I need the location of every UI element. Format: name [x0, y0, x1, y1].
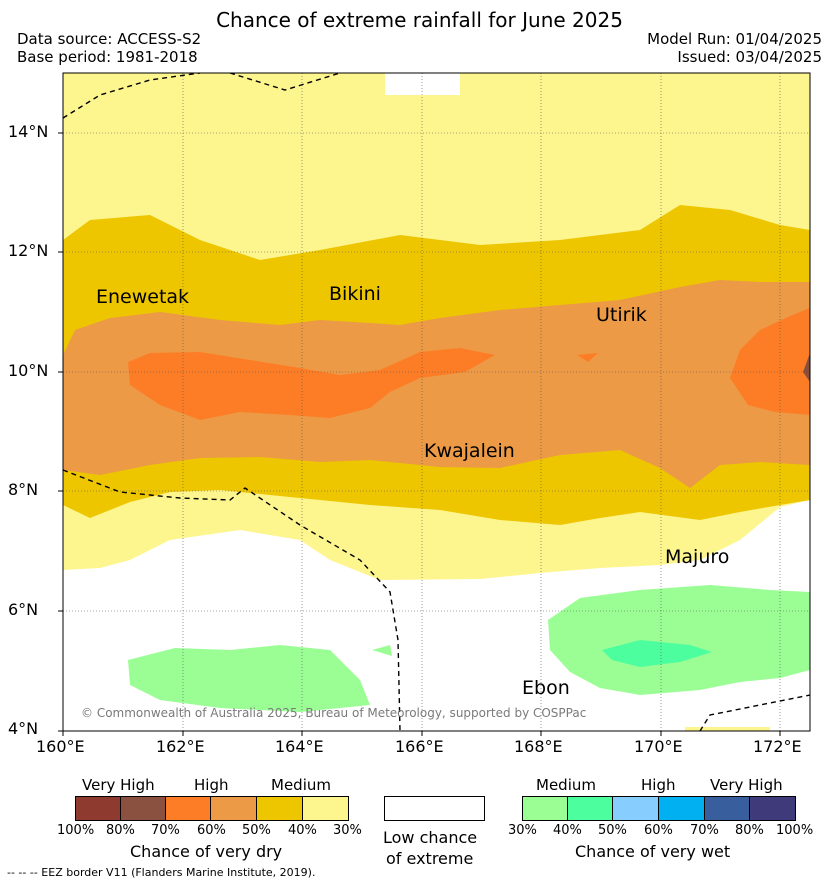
- issued-label: Issued: 03/04/2025: [677, 48, 822, 66]
- wet-medium-spot: [372, 645, 392, 656]
- legend-low-chance-swatch: [384, 796, 485, 821]
- legend-wet-very-high: Very High: [710, 776, 783, 794]
- lat-tick-8: 8°N: [8, 480, 39, 499]
- lon-tick-172: 172°E: [753, 737, 802, 756]
- legend-wet-swatch-60-70: [658, 796, 705, 821]
- legend-dry-swatch-80-70: [120, 796, 166, 821]
- legend-dry-colorbar: [75, 796, 349, 821]
- place-utirik: Utirik: [596, 304, 647, 326]
- place-kwajalein: Kwajalein: [424, 440, 515, 462]
- place-majuro: Majuro: [665, 546, 730, 568]
- legend-wet-pct-60: 60%: [644, 823, 673, 838]
- lon-tick-162: 162°E: [156, 737, 205, 756]
- legend-dry-swatch-40-30: [302, 796, 349, 821]
- legend-wet-caption: Chance of very wet: [575, 842, 731, 861]
- wet-medium-region-east: [548, 585, 810, 695]
- legend-wet-swatch-50-60: [612, 796, 659, 821]
- legend-dry-very-high: Very High: [82, 776, 155, 794]
- map-frame: [62, 72, 811, 732]
- legend-wet-pct-40: 40%: [553, 823, 582, 838]
- legend-dry-high: High: [194, 776, 229, 794]
- legend-dry-pct-100: 100%: [57, 823, 95, 838]
- legend-dry-pct-60: 60%: [197, 823, 226, 838]
- lon-tick-164: 164°E: [275, 737, 324, 756]
- legend-wet-pct-80: 80%: [735, 823, 764, 838]
- dry-very-high-spot: [803, 353, 810, 382]
- copyright-notice: © Commonwealth of Australia 2025, Bureau…: [81, 706, 587, 720]
- legend-low-chance-line2: of extreme: [386, 849, 474, 868]
- legend-dry-pct-50: 50%: [242, 823, 271, 838]
- low-chance-notch: [385, 73, 460, 95]
- legend-dry-medium: Medium: [271, 776, 331, 794]
- legend-dry-swatch-70-60: [165, 796, 211, 821]
- place-bikini: Bikini: [329, 283, 381, 305]
- dry-high-core-spot: [577, 353, 598, 362]
- lat-tick-4: 4°N: [8, 719, 39, 738]
- legend-wet-swatch-80-100: [749, 796, 796, 821]
- eez-border: [63, 73, 810, 731]
- wet-medium-core-region: [602, 640, 712, 667]
- dry-high-core-region: [128, 348, 495, 420]
- legend-wet-swatch-40-50: [567, 796, 613, 821]
- model-run-label: Model Run: 01/04/2025: [647, 30, 822, 48]
- legend-dry-swatch-50-40: [256, 796, 303, 821]
- data-source-label: Data source: ACCESS-S2: [17, 30, 202, 48]
- eez-footnote: -- -- -- EEZ border V11 (Flanders Marine…: [7, 866, 316, 879]
- map-fields: [63, 73, 810, 731]
- legend-wet-high: High: [641, 776, 676, 794]
- legend-wet-pct-70: 70%: [690, 823, 719, 838]
- lon-tick-170: 170°E: [634, 737, 683, 756]
- axis-ticks: [58, 132, 781, 736]
- lon-tick-160: 160°E: [36, 737, 85, 756]
- dry-high-core-region-east: [730, 308, 810, 415]
- legend-dry-caption: Chance of very dry: [130, 842, 283, 861]
- dry-high-region: [63, 280, 810, 488]
- legend-wet-swatch-70-80: [704, 796, 750, 821]
- place-ebon: Ebon: [522, 677, 570, 699]
- legend-dry-pct-80: 80%: [106, 823, 135, 838]
- chart-title: Chance of extreme rainfall for June 2025: [216, 8, 623, 32]
- legend-wet-medium: Medium: [536, 776, 596, 794]
- legend-dry-pct-70: 70%: [151, 823, 180, 838]
- legend-dry-swatch-100-80: [75, 796, 121, 821]
- place-enewetak: Enewetak: [96, 286, 190, 308]
- legend-low-chance-line1: Low chance: [383, 828, 478, 847]
- legend-dry-pct-30: 30%: [333, 823, 362, 838]
- base-period-label: Base period: 1981-2018: [17, 48, 198, 66]
- legend-wet-pct-30: 30%: [508, 823, 537, 838]
- dry-medium-light-strip: [685, 727, 770, 731]
- lat-tick-12: 12°N: [8, 241, 49, 260]
- wet-medium-region-south: [128, 645, 370, 712]
- legend-dry-swatch-60-50: [210, 796, 257, 821]
- legend-wet-pct-50: 50%: [598, 823, 627, 838]
- lon-tick-166: 166°E: [395, 737, 444, 756]
- legend-dry-pct-40: 40%: [288, 823, 317, 838]
- legend-wet-swatch-30-40: [522, 796, 568, 821]
- legend-wet-colorbar: [522, 796, 796, 821]
- legend-wet-pct-100: 100%: [776, 823, 814, 838]
- lat-tick-10: 10°N: [8, 361, 49, 380]
- lon-tick-168: 168°E: [514, 737, 563, 756]
- lat-tick-14: 14°N: [8, 122, 49, 141]
- lat-tick-6: 6°N: [8, 600, 39, 619]
